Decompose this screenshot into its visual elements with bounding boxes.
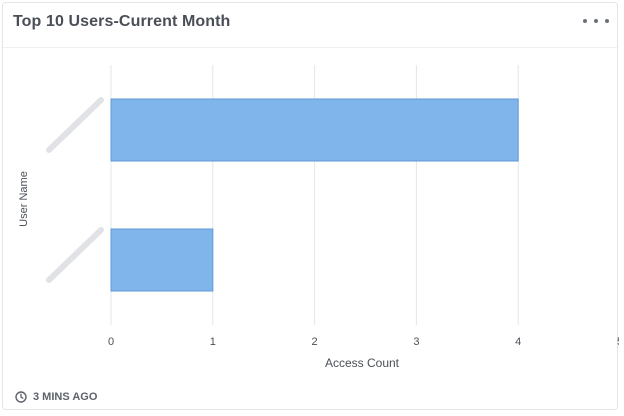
redacted-user-name (46, 97, 104, 153)
bar[interactable] (110, 228, 214, 292)
last-updated-text: 3 MINS AGO (33, 391, 98, 403)
redacted-user-name (46, 227, 104, 283)
header-divider (3, 47, 617, 48)
more-horizontal-icon (583, 19, 587, 23)
card-title: Top 10 Users-Current Month (13, 13, 231, 30)
x-tick-labels: 0 1 2 3 4 5 (108, 336, 619, 348)
dashboard-card: Top 10 Users-Current Month 0 1 2 3 4 5 Access… (2, 2, 619, 410)
x-tick-label: 5 (617, 336, 619, 348)
clock-icon (15, 391, 27, 403)
bars (110, 98, 519, 292)
bar[interactable] (110, 98, 519, 162)
x-tick-label: 2 (312, 336, 318, 348)
bar-chart: 0 1 2 3 4 5 Access Count User Name (18, 65, 619, 370)
more-horizontal-icon-dot (605, 19, 609, 23)
more-horizontal-icon-dot (594, 19, 598, 23)
redacted-user-names (46, 97, 104, 283)
y-axis-label: User Name (18, 171, 30, 227)
last-updated: 3 MINS AGO (15, 391, 97, 403)
x-axis-label: Access Count (325, 356, 400, 370)
x-tick-label: 4 (515, 336, 521, 348)
x-tick-label: 0 (108, 336, 114, 348)
more-options-button[interactable] (583, 11, 609, 31)
x-tick-label: 3 (413, 336, 419, 348)
x-tick-label: 1 (210, 336, 216, 348)
